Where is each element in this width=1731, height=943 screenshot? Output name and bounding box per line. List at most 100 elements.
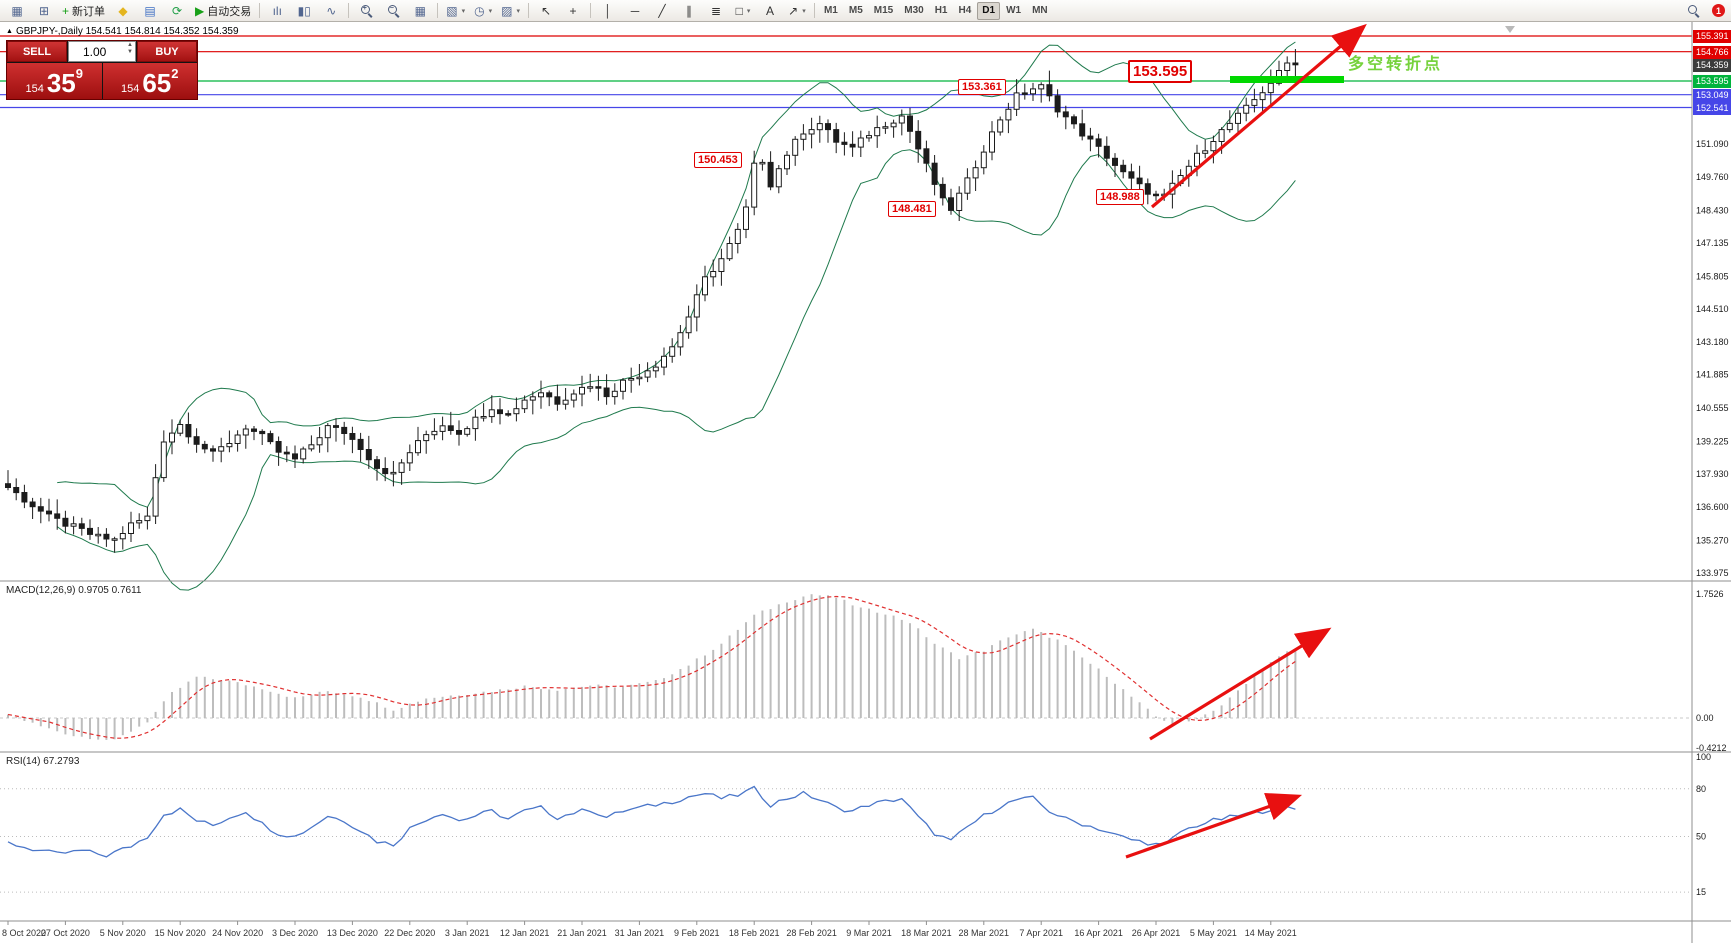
svg-text:100: 100 [1696, 752, 1711, 762]
sell-price-big: 35 [46, 68, 76, 98]
timeframe-M30-button[interactable]: M30 [904, 5, 924, 16]
svg-text:24 Nov 2020: 24 Nov 2020 [212, 928, 263, 938]
new-chart-icon[interactable]: ▧ ▾ [446, 3, 466, 18]
timeframe-W1-button[interactable]: W1 [1006, 5, 1022, 16]
line-chart-icon[interactable]: ∿ [326, 3, 337, 18]
timeframe-MN-button[interactable]: MN [1032, 5, 1048, 16]
notification-badge[interactable]: 1 [1712, 4, 1725, 17]
text-icon[interactable]: A [765, 3, 774, 18]
buy-price-small: 154 [120, 83, 140, 95]
svg-text:80: 80 [1696, 784, 1706, 794]
crosshair-icon[interactable]: + [569, 3, 577, 18]
svg-text:133.975: 133.975 [1696, 568, 1729, 578]
one-click-trading-panel: SELL 1.00 ▲ ▼ BUY 154 35 9 154 65 2 [6, 40, 198, 100]
volume-input[interactable]: 1.00 ▲ ▼ [68, 41, 136, 62]
svg-text:50: 50 [1696, 832, 1706, 842]
arrows-icon[interactable]: ↗ ▾ [788, 3, 806, 18]
profiles-icon[interactable]: ◷ ▾ [474, 3, 493, 18]
svg-text:15 Nov 2020: 15 Nov 2020 [155, 928, 206, 938]
new-order-button[interactable]: + 新订单 [62, 3, 106, 18]
svg-text:3 Dec 2020: 3 Dec 2020 [272, 928, 318, 938]
buy-price[interactable]: 154 65 2 [102, 63, 197, 99]
collapse-toggle-icon[interactable]: ▲ [6, 28, 13, 35]
svg-text:14 May 2021: 14 May 2021 [1245, 928, 1297, 938]
toolbar-separator [348, 3, 350, 18]
price-tag-154.359: 154.359 [1693, 59, 1731, 72]
channel-icon[interactable]: ∥ [685, 3, 692, 18]
svg-text:145.805: 145.805 [1696, 271, 1729, 281]
sell-price[interactable]: 154 35 9 [7, 63, 102, 99]
timeframe-M1-button[interactable]: M1 [823, 5, 838, 16]
svg-text:141.885: 141.885 [1696, 370, 1729, 380]
search-icon[interactable] [1680, 1, 1706, 21]
svg-text:1.7526: 1.7526 [1696, 589, 1724, 599]
svg-text:147.135: 147.135 [1696, 238, 1729, 248]
annotation-label[interactable]: 148.481 [888, 201, 936, 217]
strategy-tester-icon[interactable]: ⟳ [171, 3, 183, 18]
horizontal-line-icon[interactable]: ─ [630, 3, 640, 18]
svg-text:27 Oct 2020: 27 Oct 2020 [41, 928, 90, 938]
sell-price-sup: 9 [75, 66, 83, 81]
svg-text:31 Jan 2021: 31 Jan 2021 [615, 928, 665, 938]
vertical-line-icon[interactable]: │ [604, 3, 612, 18]
timeframe-M15-button[interactable]: M15 [873, 5, 894, 16]
svg-text:5 Nov 2020: 5 Nov 2020 [100, 928, 146, 938]
cursor-icon[interactable]: ↖ [540, 3, 551, 18]
svg-text:149.760: 149.760 [1696, 172, 1729, 182]
timeframe-D1-button[interactable]: D1 [977, 1, 1001, 20]
price-tag-152.541: 152.541 [1693, 102, 1731, 115]
sell-button[interactable]: SELL [7, 41, 67, 62]
svg-text:9 Mar 2021: 9 Mar 2021 [846, 928, 892, 938]
svg-text:22 Dec 2020: 22 Dec 2020 [384, 928, 435, 938]
volume-stepper[interactable]: ▲ ▼ [127, 42, 133, 56]
svg-text:21 Jan 2021: 21 Jan 2021 [557, 928, 607, 938]
timeframe-H1-button[interactable]: H1 [934, 5, 948, 16]
svg-text:136.600: 136.600 [1696, 502, 1729, 512]
terminal-icon[interactable]: ▤ [144, 3, 156, 18]
svg-text:18 Feb 2021: 18 Feb 2021 [729, 928, 780, 938]
templates-icon[interactable]: ▨ ▾ [501, 3, 520, 18]
annotation-label[interactable]: 150.453 [694, 152, 742, 168]
tile-windows-icon[interactable]: ▦ [414, 3, 426, 18]
stepper-down-icon[interactable]: ▼ [127, 49, 133, 55]
market-watch-icon[interactable]: ⊞ [38, 3, 50, 18]
bar-chart-icon[interactable]: ılı [272, 3, 282, 18]
toolbar-separator [813, 3, 815, 18]
fibonacci-icon[interactable]: ≣ [710, 3, 721, 18]
svg-text:7 Apr 2021: 7 Apr 2021 [1019, 928, 1063, 938]
svg-text:151.090: 151.090 [1696, 139, 1729, 149]
stepper-up-icon[interactable]: ▲ [127, 42, 133, 48]
svg-text:16 Apr 2021: 16 Apr 2021 [1074, 928, 1123, 938]
volume-value: 1.00 [83, 44, 107, 59]
trendline-icon[interactable]: ╱ [658, 3, 666, 18]
price-tag-154.766: 154.766 [1693, 46, 1731, 59]
svg-text:137.930: 137.930 [1696, 469, 1729, 479]
metaeditor-icon[interactable]: ◆ [118, 3, 128, 18]
svg-text:3 Jan 2021: 3 Jan 2021 [445, 928, 490, 938]
svg-text:-0.4212: -0.4212 [1696, 743, 1727, 753]
buy-button[interactable]: BUY [137, 41, 197, 62]
annotation-label[interactable]: 153.361 [958, 79, 1006, 95]
annotation-label[interactable]: 148.988 [1096, 189, 1144, 205]
svg-text:148.430: 148.430 [1696, 206, 1729, 216]
svg-text:28 Mar 2021: 28 Mar 2021 [959, 928, 1010, 938]
svg-text:12 Jan 2021: 12 Jan 2021 [500, 928, 550, 938]
zoom-in-icon[interactable]: + [353, 1, 379, 21]
price-tag-155.391: 155.391 [1693, 30, 1731, 43]
auto-trading-button[interactable]: ▶ 自动交易 [195, 3, 252, 18]
toolbar-separator [527, 3, 529, 18]
candlestick-chart-icon[interactable]: ▮▯ [297, 3, 311, 18]
timeframe-H4-button[interactable]: H4 [958, 5, 972, 16]
annotation-label-big[interactable]: 153.595 [1128, 60, 1193, 83]
charts-window-icon[interactable]: ▦ [11, 3, 23, 18]
svg-text:144.510: 144.510 [1696, 304, 1729, 314]
toolbar: ▦ ⊞ + 新订单 ◆ ▤ ⟳ ▶ 自动交易 ılı ▮▯ ∿ + − ▦ ▧ ▾ ◷ ▾ ▨ ▾ ↖ + │ ─ ╱ ∥ ≣ □ ▾ A ↗… [0, 0, 1731, 22]
svg-text:15: 15 [1696, 887, 1706, 897]
zoom-out-icon[interactable]: − [380, 1, 406, 21]
shapes-icon[interactable]: □ ▾ [735, 3, 751, 18]
timeframe-M5-button[interactable]: M5 [848, 5, 863, 16]
svg-text:28 Feb 2021: 28 Feb 2021 [786, 928, 837, 938]
